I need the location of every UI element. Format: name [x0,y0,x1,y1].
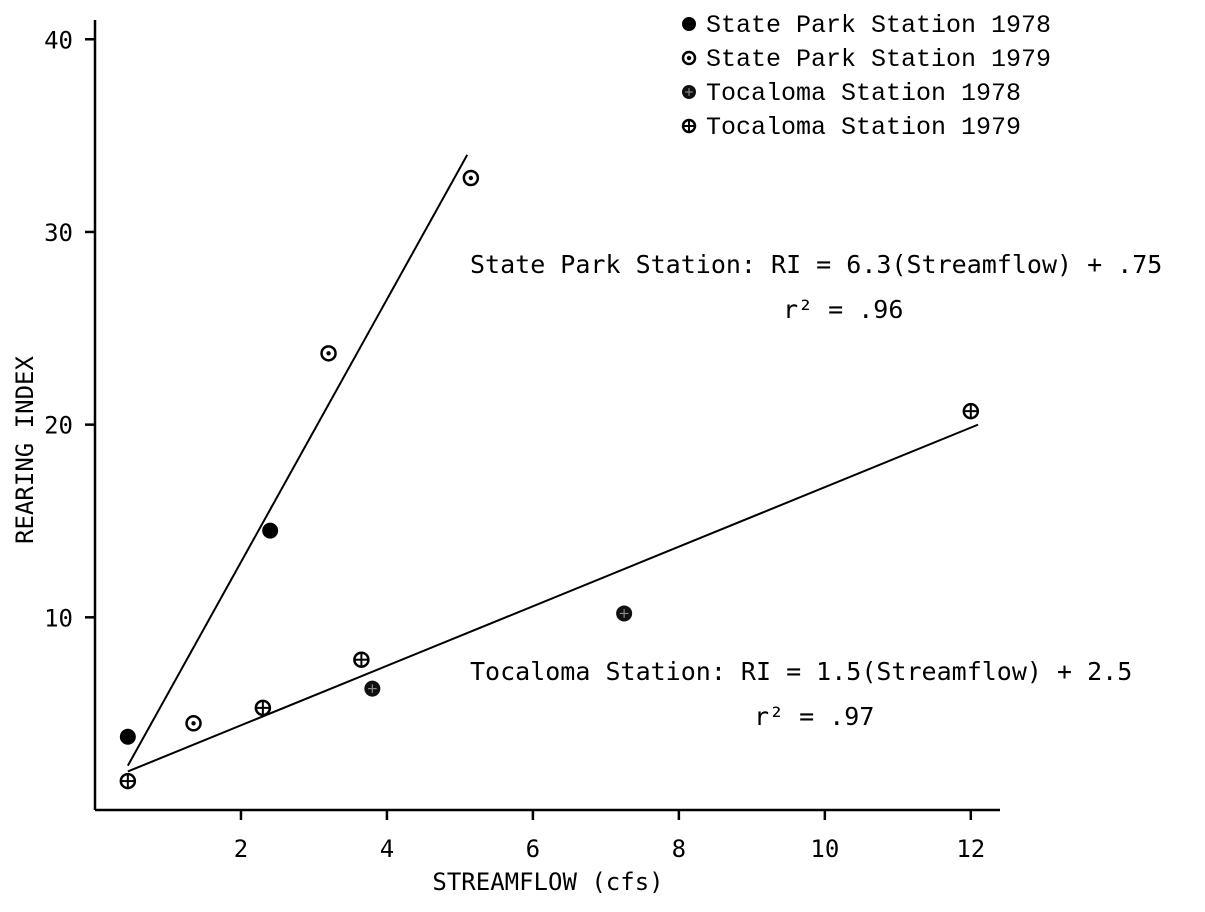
data-points [119,169,980,790]
y-tick-label: 40 [44,26,73,54]
marker-dot [191,721,196,726]
r-squared-label: r² = .97 [754,702,874,731]
annotations: State Park Station: RI = 6.3(Streamflow)… [470,250,1162,731]
legend: State Park Station 1978 State Park Statio… [681,11,1051,142]
data-point [616,605,633,622]
data-point [119,772,137,790]
data-point [462,169,480,187]
x-axis-label: STREAMFLOW (cfs) [432,868,663,896]
data-point [119,728,136,745]
equation-label: State Park Station: RI = 6.3(Streamflow)… [470,250,1162,279]
r-squared-label: r² = .96 [783,295,903,324]
data-point [962,402,980,420]
fit-lines [126,154,979,773]
marker-shape [262,522,279,539]
y-tick-label: 30 [44,219,73,247]
data-point [353,651,370,668]
x-tick-label: 8 [672,835,686,863]
data-point [254,699,272,717]
legend-entry: State Park Station 1978 [706,11,1051,40]
legend-marker [682,85,696,99]
y-tick-label: 10 [44,604,73,632]
x-tick-label: 4 [380,835,394,863]
marker-dot [686,55,692,61]
legend-marker [682,17,696,31]
marker-shape [682,17,696,31]
marker-shape [119,728,136,745]
fit-line [127,423,979,773]
legend-marker [681,50,697,66]
axes: 2 4 6 8 10 12 10 20 30 40 [44,20,1000,863]
data-point [185,715,202,732]
y-axis-label: REARING INDEX [11,356,39,544]
marker-dot [468,175,474,181]
marker-dot [326,351,331,356]
data-point [320,345,337,362]
equation-label: Tocaloma Station: RI = 1.5(Streamflow) +… [470,657,1132,686]
data-point [262,522,279,539]
fit-line [126,154,469,767]
x-tick-label: 2 [234,835,248,863]
y-tick-label: 20 [44,412,73,440]
legend-entry: Tocaloma Station 1979 [706,113,1021,142]
legend-entry: Tocaloma Station 1978 [706,79,1021,108]
legend-entry: State Park Station 1979 [706,45,1051,74]
legend-marker [681,118,697,134]
x-tick-label: 6 [526,835,540,863]
data-point [364,680,381,697]
x-tick-label: 12 [956,835,985,863]
x-tick-label: 10 [810,835,839,863]
